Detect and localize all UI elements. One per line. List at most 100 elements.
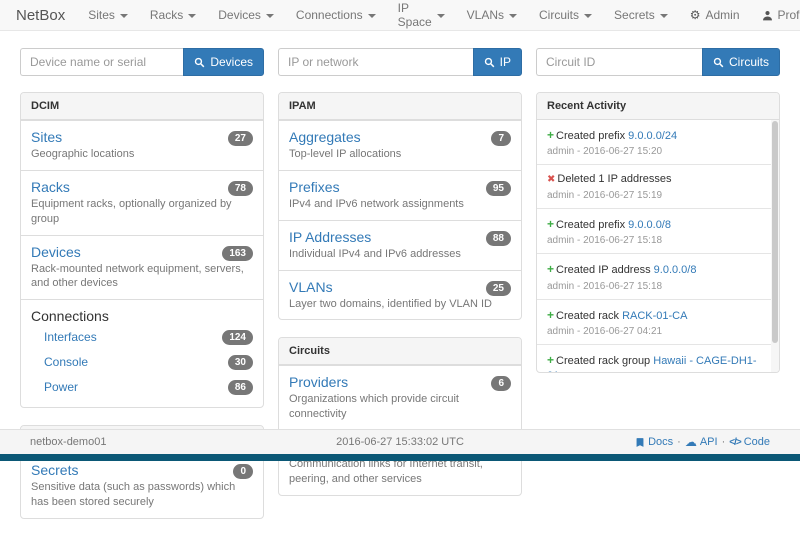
search-icon	[713, 57, 724, 68]
code-link[interactable]: </> Code	[729, 436, 770, 448]
menu-racks[interactable]: Racks	[139, 0, 207, 30]
ip-addresses-link[interactable]: IP Addresses	[289, 229, 371, 245]
panel-ipam: IPAM 7 Aggregates Top-level IP allocatio…	[278, 92, 522, 320]
chevron-down-icon	[368, 14, 376, 18]
racks-count-badge: 78	[228, 181, 253, 196]
activity-meta: admin - 2016-06-27 15:20	[547, 146, 763, 157]
list-item-devices: 163 Devices Rack-mounted network equipme…	[21, 235, 263, 300]
sites-link[interactable]: Sites	[31, 129, 62, 145]
gear-icon: ⚙	[690, 9, 701, 21]
device-search-input[interactable]	[20, 48, 183, 76]
providers-link[interactable]: Providers	[289, 374, 348, 390]
device-search-button[interactable]: Devices	[183, 48, 264, 76]
circuit-search-input[interactable]	[536, 48, 702, 76]
panel-circuits-title: Circuits	[279, 338, 521, 365]
plus-icon: +	[547, 217, 554, 231]
prefixes-description: IPv4 and IPv6 network assignments	[289, 197, 511, 212]
netbox-brand[interactable]: NetBox	[10, 0, 77, 30]
menu-connections[interactable]: Connections	[285, 0, 387, 30]
providers-description: Organizations which provide circuit conn…	[289, 392, 511, 422]
server-time-label: 2016-06-27 15:33:02 UTC	[270, 436, 530, 448]
list-item-ip-addresses: 88 IP Addresses Individual IPv4 and IPv6…	[279, 220, 521, 270]
sites-count-badge: 27	[228, 131, 253, 146]
power-count-badge: 86	[228, 380, 253, 395]
code-icon: </>	[729, 437, 740, 448]
profile-link[interactable]: Profile	[751, 0, 800, 30]
plus-icon: +	[547, 308, 554, 322]
connections-label: Connections	[31, 308, 253, 324]
separator: ·	[677, 436, 681, 448]
footer-links: Docs · ☁ API · </> Code	[530, 436, 770, 448]
device-search-group: Devices	[20, 48, 264, 76]
secrets-description: Sensitive data (such as passwords) which…	[31, 480, 253, 510]
menu-sites[interactable]: Sites	[77, 0, 139, 30]
search-row: Devices IP Circuits	[0, 31, 800, 76]
racks-link[interactable]: Racks	[31, 179, 70, 195]
aggregates-link[interactable]: Aggregates	[289, 129, 361, 145]
activity-object-link[interactable]: RACK-01-CA	[622, 310, 687, 322]
activity-object-link[interactable]: 9.0.0.0/8	[628, 219, 671, 231]
docs-link[interactable]: Docs	[635, 436, 673, 448]
column-activity: Recent Activity +Created prefix 9.0.0.0/…	[536, 92, 780, 390]
list-item-racks: 78 Racks Equipment racks, optionally org…	[21, 170, 263, 235]
devices-count-badge: 163	[222, 246, 253, 261]
activity-row: +Created IP address 9.0.0.0/8 admin - 20…	[537, 253, 779, 298]
activity-meta: admin - 2016-06-27 15:18	[547, 235, 763, 246]
chevron-down-icon	[437, 14, 445, 18]
book-icon	[635, 437, 645, 448]
list-item-vlans: 25 VLANs Layer two domains, identified b…	[279, 270, 521, 320]
activity-row: +Created rack group Hawaii - CAGE-DH1-01…	[537, 344, 779, 372]
ip-search-button[interactable]: IP	[473, 48, 522, 76]
dashboard-columns: DCIM 27 Sites Geographic locations 78 Ra…	[0, 76, 800, 536]
activity-object-link[interactable]: 9.0.0.0/8	[654, 264, 697, 276]
user-icon	[762, 10, 773, 21]
list-item-sites: 27 Sites Geographic locations	[21, 120, 263, 170]
menu-vlans[interactable]: VLANs	[456, 0, 528, 30]
scrollbar-thumb[interactable]	[772, 121, 778, 343]
activity-scrollbar[interactable]	[771, 120, 779, 372]
panel-dcim-title: DCIM	[21, 93, 263, 120]
activity-list: +Created prefix 9.0.0.0/24 admin - 2016-…	[537, 120, 779, 372]
chevron-down-icon	[584, 14, 592, 18]
vlans-link[interactable]: VLANs	[289, 279, 333, 295]
activity-object-link[interactable]: 9.0.0.0/24	[628, 130, 677, 142]
search-icon	[484, 57, 495, 68]
chevron-down-icon	[660, 14, 668, 18]
list-item-aggregates: 7 Aggregates Top-level IP allocations	[279, 120, 521, 170]
separator: ·	[722, 436, 726, 448]
menu-circuits[interactable]: Circuits	[528, 0, 603, 30]
aggregates-description: Top-level IP allocations	[289, 147, 511, 162]
secrets-link[interactable]: Secrets	[31, 462, 78, 478]
ip-addresses-description: Individual IPv4 and IPv6 addresses	[289, 247, 511, 262]
ip-search-input[interactable]	[278, 48, 473, 76]
circuit-search-button[interactable]: Circuits	[702, 48, 780, 76]
menu-devices[interactable]: Devices	[207, 0, 285, 30]
menu-ip-space[interactable]: IP Space	[387, 0, 456, 30]
circuits-description: Communication links for Internet transit…	[289, 457, 511, 487]
panel-recent-activity: Recent Activity +Created prefix 9.0.0.0/…	[536, 92, 780, 373]
console-count-badge: 30	[228, 355, 253, 370]
power-link[interactable]: Power	[44, 380, 78, 394]
activity-meta: admin - 2016-06-27 04:21	[547, 326, 763, 337]
secrets-count-badge: 0	[233, 464, 253, 479]
api-link[interactable]: ☁ API	[685, 436, 718, 448]
admin-link[interactable]: ⚙ Admin	[679, 0, 751, 30]
menu-secrets[interactable]: Secrets	[603, 0, 679, 30]
ip-search-group: IP	[278, 48, 522, 76]
circuit-search-group: Circuits	[536, 48, 780, 76]
activity-row: +Created prefix 9.0.0.0/24 admin - 2016-…	[537, 120, 779, 164]
interfaces-link[interactable]: Interfaces	[44, 330, 97, 344]
search-icon	[194, 57, 205, 68]
panel-ipam-title: IPAM	[279, 93, 521, 120]
activity-meta: admin - 2016-06-27 15:19	[547, 190, 763, 201]
top-navbar: NetBox Sites Racks Devices Connections I…	[0, 0, 800, 31]
prefixes-link[interactable]: Prefixes	[289, 179, 340, 195]
sites-description: Geographic locations	[31, 147, 253, 162]
devices-link[interactable]: Devices	[31, 244, 81, 260]
list-item-prefixes: 95 Prefixes IPv4 and IPv6 network assign…	[279, 170, 521, 220]
devices-description: Rack-mounted network equipment, servers,…	[31, 262, 253, 292]
page-footer: netbox-demo01 2016-06-27 15:33:02 UTC Do…	[0, 429, 800, 454]
plus-icon: +	[547, 128, 554, 142]
console-link[interactable]: Console	[44, 355, 88, 369]
chevron-down-icon	[509, 14, 517, 18]
